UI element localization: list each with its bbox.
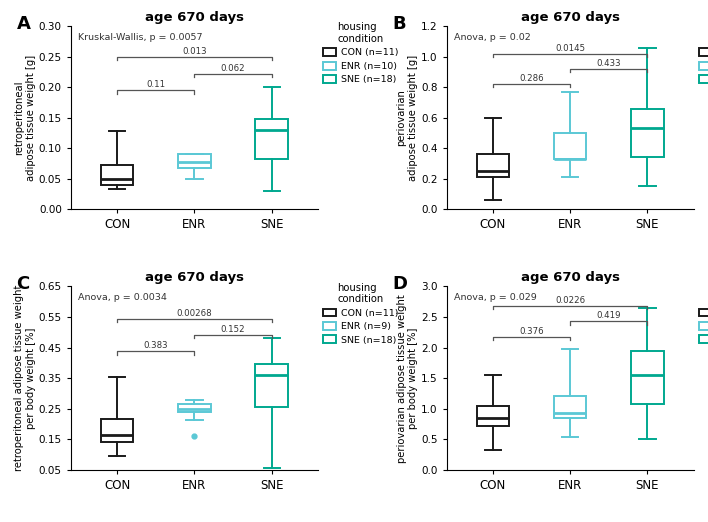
Legend: CON (n=11), ENR (n=11), SNE (n=18): CON (n=11), ENR (n=11), SNE (n=18) <box>699 283 708 345</box>
PathPatch shape <box>476 155 509 176</box>
Title: age 670 days: age 670 days <box>145 271 244 284</box>
Text: 0.00268: 0.00268 <box>176 309 212 317</box>
PathPatch shape <box>101 419 133 442</box>
Y-axis label: retroperitoneal
adipose tissue weight [g]: retroperitoneal adipose tissue weight [g… <box>14 55 36 181</box>
Legend: CON (n=11), ENR (n=10), SNE (n=18): CON (n=11), ENR (n=10), SNE (n=18) <box>323 22 399 85</box>
Text: Kruskal-Wallis, p = 0.0057: Kruskal-Wallis, p = 0.0057 <box>78 32 202 42</box>
PathPatch shape <box>554 133 586 159</box>
PathPatch shape <box>256 364 288 407</box>
Text: C: C <box>16 276 30 293</box>
Text: D: D <box>392 276 407 293</box>
Title: age 670 days: age 670 days <box>520 271 620 284</box>
PathPatch shape <box>632 109 663 158</box>
Text: 0.433: 0.433 <box>597 59 621 68</box>
Text: 0.11: 0.11 <box>147 80 166 89</box>
PathPatch shape <box>178 404 211 412</box>
Text: Anova, p = 0.029: Anova, p = 0.029 <box>454 293 537 302</box>
Text: 0.286: 0.286 <box>519 74 544 83</box>
Text: 0.376: 0.376 <box>519 327 544 336</box>
Text: 0.383: 0.383 <box>144 341 168 350</box>
PathPatch shape <box>554 397 586 419</box>
Y-axis label: retroperitoneal adipose tissue weight
per body weight [%]: retroperitoneal adipose tissue weight pe… <box>14 285 36 471</box>
Text: 0.0145: 0.0145 <box>555 44 586 53</box>
PathPatch shape <box>101 165 133 185</box>
Text: A: A <box>16 15 30 33</box>
Title: age 670 days: age 670 days <box>145 10 244 23</box>
Y-axis label: periovarian adipose tissue weight
per body weight [%]: periovarian adipose tissue weight per bo… <box>396 294 418 462</box>
Text: 0.152: 0.152 <box>221 325 246 334</box>
Text: 0.013: 0.013 <box>182 46 207 56</box>
Legend: CON (n=11), ENR (n=9), SNE (n=18): CON (n=11), ENR (n=9), SNE (n=18) <box>323 283 399 345</box>
Legend: CON (n=11), ENR (n=11), SNE (n=18): CON (n=11), ENR (n=11), SNE (n=18) <box>699 22 708 85</box>
Text: B: B <box>392 15 406 33</box>
Text: 0.419: 0.419 <box>597 311 621 321</box>
Text: Anova, p = 0.0034: Anova, p = 0.0034 <box>78 293 167 302</box>
PathPatch shape <box>476 406 509 426</box>
PathPatch shape <box>178 155 211 168</box>
Title: age 670 days: age 670 days <box>520 10 620 23</box>
Y-axis label: periovarian
adipose tissue weight [g]: periovarian adipose tissue weight [g] <box>396 55 418 181</box>
Text: 0.062: 0.062 <box>221 64 246 73</box>
Text: Anova, p = 0.02: Anova, p = 0.02 <box>454 32 531 42</box>
Text: 0.0226: 0.0226 <box>555 296 586 305</box>
PathPatch shape <box>256 119 288 159</box>
PathPatch shape <box>632 351 663 404</box>
